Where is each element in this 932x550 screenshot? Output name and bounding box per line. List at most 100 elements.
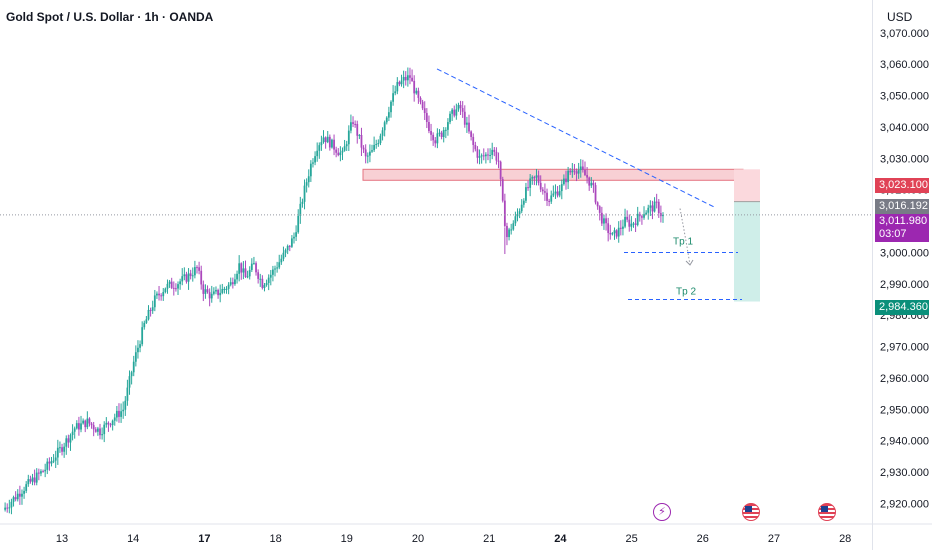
candle-body <box>293 236 295 239</box>
projection-arrow-head <box>685 259 694 266</box>
candle-body <box>495 151 498 161</box>
y-tick-label: 2,950.000 <box>880 404 929 416</box>
candle-body <box>42 471 44 473</box>
candle-body <box>497 160 500 162</box>
candle-body <box>284 250 287 253</box>
candle-body <box>337 152 340 156</box>
candle-body <box>356 123 359 136</box>
candle-body <box>503 200 506 226</box>
candle-body <box>482 155 485 157</box>
candle-body <box>78 423 80 430</box>
candle-body <box>451 109 454 114</box>
candle-body <box>552 193 555 196</box>
candle-body <box>318 145 321 151</box>
candle-body <box>69 435 72 443</box>
candle-body <box>225 288 228 290</box>
candle-body <box>333 139 335 150</box>
candle-body <box>204 289 207 294</box>
candle-body <box>472 136 475 145</box>
candle-body <box>250 263 253 270</box>
candle-body <box>628 219 631 227</box>
candle-body <box>210 293 213 299</box>
y-tick-label: 3,060.000 <box>880 59 929 71</box>
candle-body <box>476 149 479 158</box>
candle-body <box>147 309 150 320</box>
candle-body <box>514 216 517 224</box>
candle-body <box>565 178 567 183</box>
candle-body <box>440 132 443 138</box>
candle-body <box>449 113 451 123</box>
candle-body <box>455 109 458 116</box>
candle-body <box>234 279 236 285</box>
candle-body <box>12 497 15 502</box>
candle-body <box>156 293 158 296</box>
candle-body <box>548 200 551 202</box>
candle-body <box>409 75 411 78</box>
candle-body <box>269 274 272 278</box>
current-price-tag: 3,011.980 03:07 <box>875 214 929 242</box>
candle-body <box>177 284 179 289</box>
y-tick-label: 3,040.000 <box>880 122 929 134</box>
candle-body <box>322 137 325 143</box>
stop-loss-area <box>734 169 760 202</box>
candle-body <box>655 201 658 203</box>
candle-body <box>442 130 445 138</box>
candle-body <box>175 288 177 290</box>
x-tick-label: 25 <box>625 533 637 545</box>
candle-body <box>282 252 285 259</box>
candle-body <box>6 507 9 509</box>
bar-countdown: 03:07 <box>879 228 907 240</box>
candle-body <box>554 191 557 194</box>
symbol-title[interactable]: Gold Spot / U.S. Dollar · 1h · OANDA <box>6 10 214 24</box>
candle-body <box>35 472 38 483</box>
candle-body <box>276 267 279 269</box>
x-tick-label: 13 <box>56 533 68 545</box>
y-tick-label: 2,930.000 <box>880 467 929 479</box>
entry-price-tag: 3,016.192 <box>875 199 929 214</box>
candle-body <box>215 289 217 292</box>
candle-body <box>592 182 595 186</box>
x-tick-label: 21 <box>483 533 495 545</box>
us-flag-icon[interactable] <box>818 503 836 521</box>
candle-body <box>588 177 591 186</box>
candle-body <box>537 175 540 183</box>
candle-body <box>326 136 329 143</box>
candle-body <box>61 447 63 452</box>
candle-body <box>223 288 226 290</box>
candle-body <box>4 507 7 510</box>
candle-body <box>434 140 437 144</box>
candle-body <box>84 420 87 428</box>
candle-body <box>200 270 203 285</box>
candle-body <box>518 211 521 215</box>
y-tick-label: 2,970.000 <box>880 342 929 354</box>
candle-body <box>607 223 610 233</box>
candle-body <box>189 273 192 277</box>
candle-body <box>126 387 129 401</box>
lightning-icon[interactable]: ⚡ <box>653 503 671 521</box>
candle-body <box>132 361 135 373</box>
candle-body <box>196 267 198 269</box>
candle-body <box>560 184 563 192</box>
candle-body <box>25 484 28 491</box>
candle-body <box>339 152 342 156</box>
current-price-value: 3,011.980 <box>879 215 928 227</box>
candle-body <box>274 268 276 270</box>
candle-body <box>662 214 664 217</box>
candle-body <box>259 278 262 280</box>
drawing-layer <box>362 168 760 302</box>
candle-body <box>65 438 68 447</box>
candle-body <box>615 230 618 237</box>
candle-body <box>373 144 376 151</box>
candle-body <box>149 309 152 311</box>
candle-body <box>598 206 601 213</box>
y-tick-label: 3,030.000 <box>880 153 929 165</box>
candle-body <box>88 418 91 424</box>
candle-body <box>46 461 49 470</box>
us-flag-icon[interactable] <box>742 503 760 521</box>
candle-body <box>231 282 234 285</box>
candle-body <box>525 187 527 201</box>
candle-body <box>575 171 578 174</box>
candle-body <box>645 212 648 215</box>
currency-label[interactable]: USD <box>887 10 913 24</box>
